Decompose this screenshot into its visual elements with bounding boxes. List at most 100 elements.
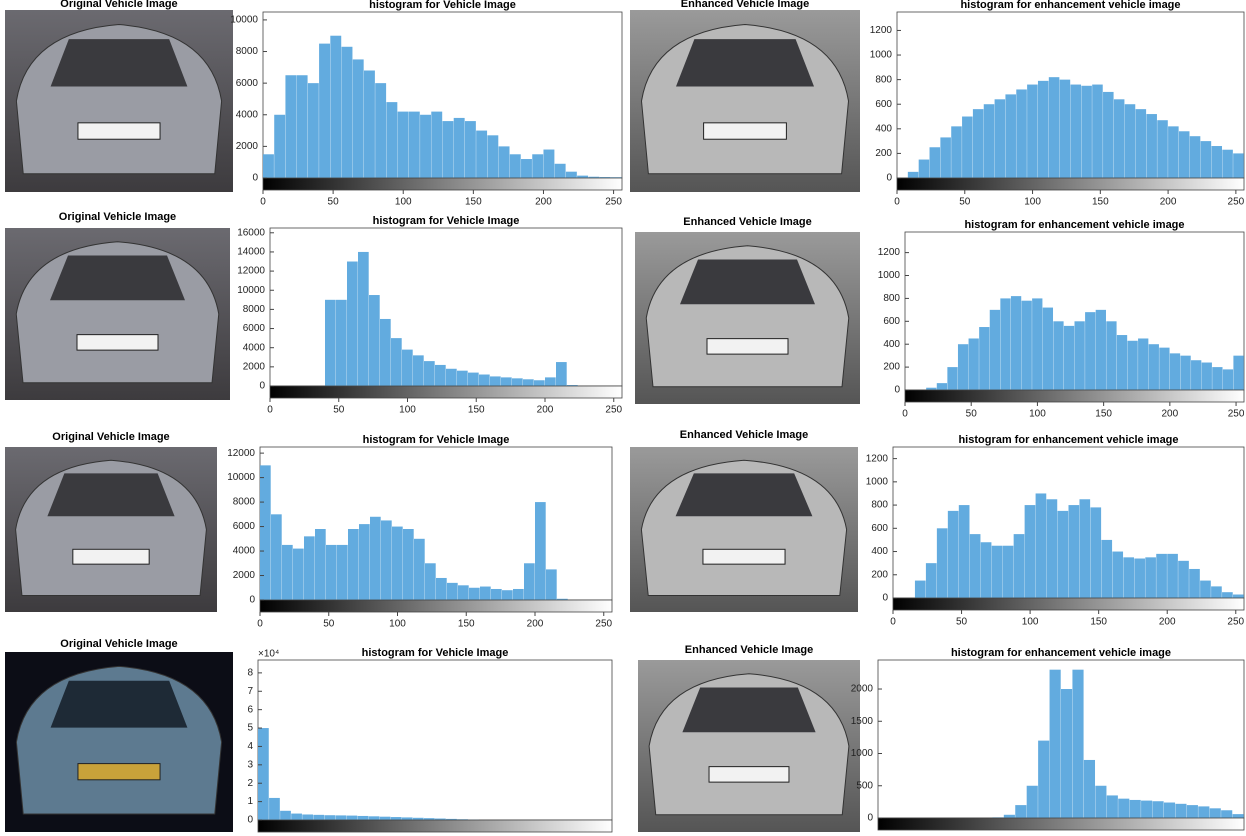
histogram-bar <box>1103 92 1114 178</box>
car-window <box>680 260 815 305</box>
image-title: Original Vehicle Image <box>52 431 169 443</box>
histogram-bar <box>324 815 335 820</box>
histogram-bar <box>1053 321 1063 390</box>
histogram-bar <box>409 112 420 178</box>
histogram-bar <box>1153 801 1164 818</box>
histogram-bar <box>1223 369 1233 390</box>
y-tick-label: 12000 <box>237 266 265 277</box>
histogram-bar <box>1032 298 1042 390</box>
x-tick-label: 0 <box>894 197 900 208</box>
histogram-bar <box>479 375 490 386</box>
histogram-bar <box>313 815 324 820</box>
y-tick-label: 1200 <box>870 25 893 36</box>
histogram-bar <box>454 118 465 178</box>
histogram-bar <box>970 534 981 598</box>
histogram-bar <box>436 578 447 600</box>
histogram-bar <box>280 811 291 820</box>
histogram-bar <box>1038 741 1049 818</box>
chart-title: histogram for Vehicle Image <box>362 647 509 659</box>
histogram-bar <box>1011 296 1021 390</box>
x-tick-label: 250 <box>1227 617 1244 628</box>
y-tick-label: 800 <box>883 293 900 304</box>
histogram-bar <box>1233 153 1244 178</box>
histogram-bar <box>1096 310 1106 390</box>
histogram-bar <box>926 563 937 598</box>
y-tick-label: 2000 <box>243 361 266 372</box>
histogram-bar <box>1156 554 1167 598</box>
histogram-bar <box>919 160 930 178</box>
colorbar <box>905 390 1244 402</box>
y-tick-label: 0 <box>247 815 253 826</box>
x-tick-label: 0 <box>890 617 896 628</box>
histogram-bar <box>369 816 380 820</box>
y-tick-label: 1000 <box>878 270 901 281</box>
histogram-bar <box>1085 312 1095 390</box>
x-tick-label: 250 <box>1228 197 1245 208</box>
histogram-bar <box>1136 109 1147 178</box>
histogram-bar <box>951 126 962 178</box>
histogram-bar <box>1047 499 1058 598</box>
y-tick-label: 10000 <box>230 15 258 26</box>
histogram-bar <box>973 109 984 178</box>
colorbar <box>258 820 612 832</box>
histogram-bar <box>1101 540 1112 598</box>
image-title: Enhanced Vehicle Image <box>683 216 811 228</box>
histogram-bar <box>958 344 968 390</box>
histogram-bar <box>512 378 523 386</box>
histogram-bar <box>319 44 330 178</box>
x-tick-label: 100 <box>399 405 416 416</box>
histogram-bar <box>1071 85 1082 178</box>
license-plate <box>73 549 149 564</box>
histogram-bar <box>282 545 293 600</box>
histogram-bar <box>499 146 510 178</box>
histogram-bar <box>1127 341 1137 390</box>
license-plate <box>78 764 160 780</box>
image-title: Original Vehicle Image <box>59 211 176 223</box>
y-tick-label: 400 <box>871 546 888 557</box>
colorbar <box>270 386 622 398</box>
histogram-bar <box>1112 552 1123 598</box>
histogram-bar <box>285 75 296 178</box>
histogram-bar <box>1198 806 1209 818</box>
plot-area <box>258 660 612 820</box>
image-title: Enhanced Vehicle Image <box>685 644 813 656</box>
histogram-bar <box>532 154 543 178</box>
histogram-bar <box>543 150 554 178</box>
license-plate <box>704 123 787 139</box>
y-tick-label: 1200 <box>878 247 901 258</box>
plot-area <box>270 228 622 386</box>
histogram-bar <box>435 365 446 386</box>
y-tick-label: 6000 <box>236 78 259 89</box>
histogram-bar <box>446 369 457 386</box>
y-tick-label: 400 <box>875 123 892 134</box>
x-tick-label: 100 <box>1022 617 1039 628</box>
histogram-bar <box>1145 557 1156 598</box>
y-tick-label: 0 <box>252 173 258 184</box>
histogram-bar <box>375 83 386 178</box>
histogram-bar <box>487 135 498 178</box>
histogram-bar <box>302 814 313 820</box>
y-tick-label: 6000 <box>243 323 266 334</box>
histogram-bar <box>948 511 959 598</box>
license-plate <box>703 549 785 564</box>
histogram-bar <box>1092 85 1103 178</box>
histogram-bar <box>1157 120 1168 178</box>
histogram-bar <box>414 539 425 600</box>
x-tick-label: 50 <box>966 409 978 420</box>
histogram-bar <box>369 295 380 386</box>
y-multiplier: ×10⁴ <box>258 649 279 660</box>
histogram-bar <box>336 300 347 386</box>
histogram-bar <box>908 172 919 178</box>
colorbar <box>897 178 1244 190</box>
chart-title: histogram for Vehicle Image <box>369 0 516 11</box>
histogram-bar <box>1146 114 1157 178</box>
histogram-bar <box>347 816 358 820</box>
x-tick-label: 200 <box>535 197 552 208</box>
x-tick-label: 0 <box>267 405 273 416</box>
histogram-bar <box>293 549 304 600</box>
histogram-bar <box>308 83 319 178</box>
y-tick-label: 10000 <box>227 472 255 483</box>
histogram-bar <box>521 159 532 178</box>
y-tick-label: 5 <box>247 723 253 734</box>
y-tick-label: 4000 <box>243 342 266 353</box>
